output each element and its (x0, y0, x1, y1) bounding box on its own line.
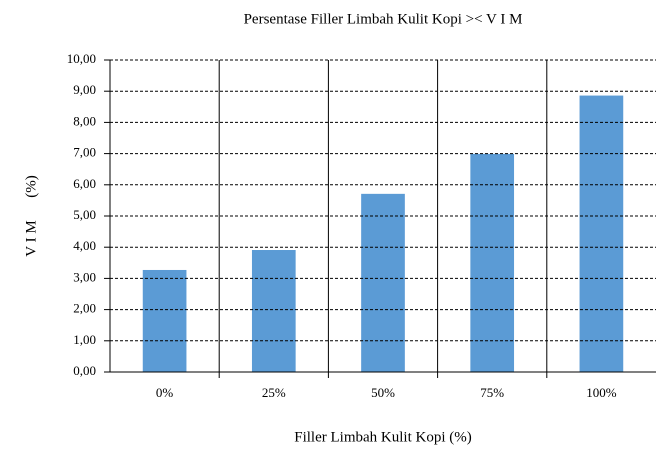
x-tick-label: 25% (262, 385, 286, 400)
bar (470, 153, 515, 372)
y-tick-label: 7,00 (73, 145, 96, 160)
y-tick-label: 6,00 (73, 176, 96, 191)
y-tick-label: 3,00 (73, 269, 96, 284)
y-tick-label: 10,00 (67, 51, 96, 66)
bar (579, 95, 624, 373)
x-axis-label: Filler Limbah Kulit Kopi (%) (294, 429, 471, 445)
bar (251, 250, 296, 372)
bar (142, 269, 187, 372)
bar (361, 193, 405, 372)
y-tick-label: 2,00 (73, 301, 96, 316)
x-tick-label: 50% (371, 385, 395, 400)
y-tick-label: 5,00 (73, 207, 96, 222)
y-tick-label: 0,00 (73, 363, 96, 378)
y-axis-label: V I M (%) (23, 175, 39, 256)
y-tick-label: 9,00 (73, 82, 96, 97)
y-tick-label: 4,00 (73, 238, 96, 253)
y-tick-label: 8,00 (73, 113, 96, 128)
chart-title: Persentase Filler Limbah Kulit Kopi >< V… (244, 11, 523, 27)
x-tick-label: 100% (586, 385, 617, 400)
y-tick-label: 1,00 (73, 332, 96, 347)
x-tick-label: 75% (480, 385, 504, 400)
x-tick-label: 0% (156, 385, 174, 400)
